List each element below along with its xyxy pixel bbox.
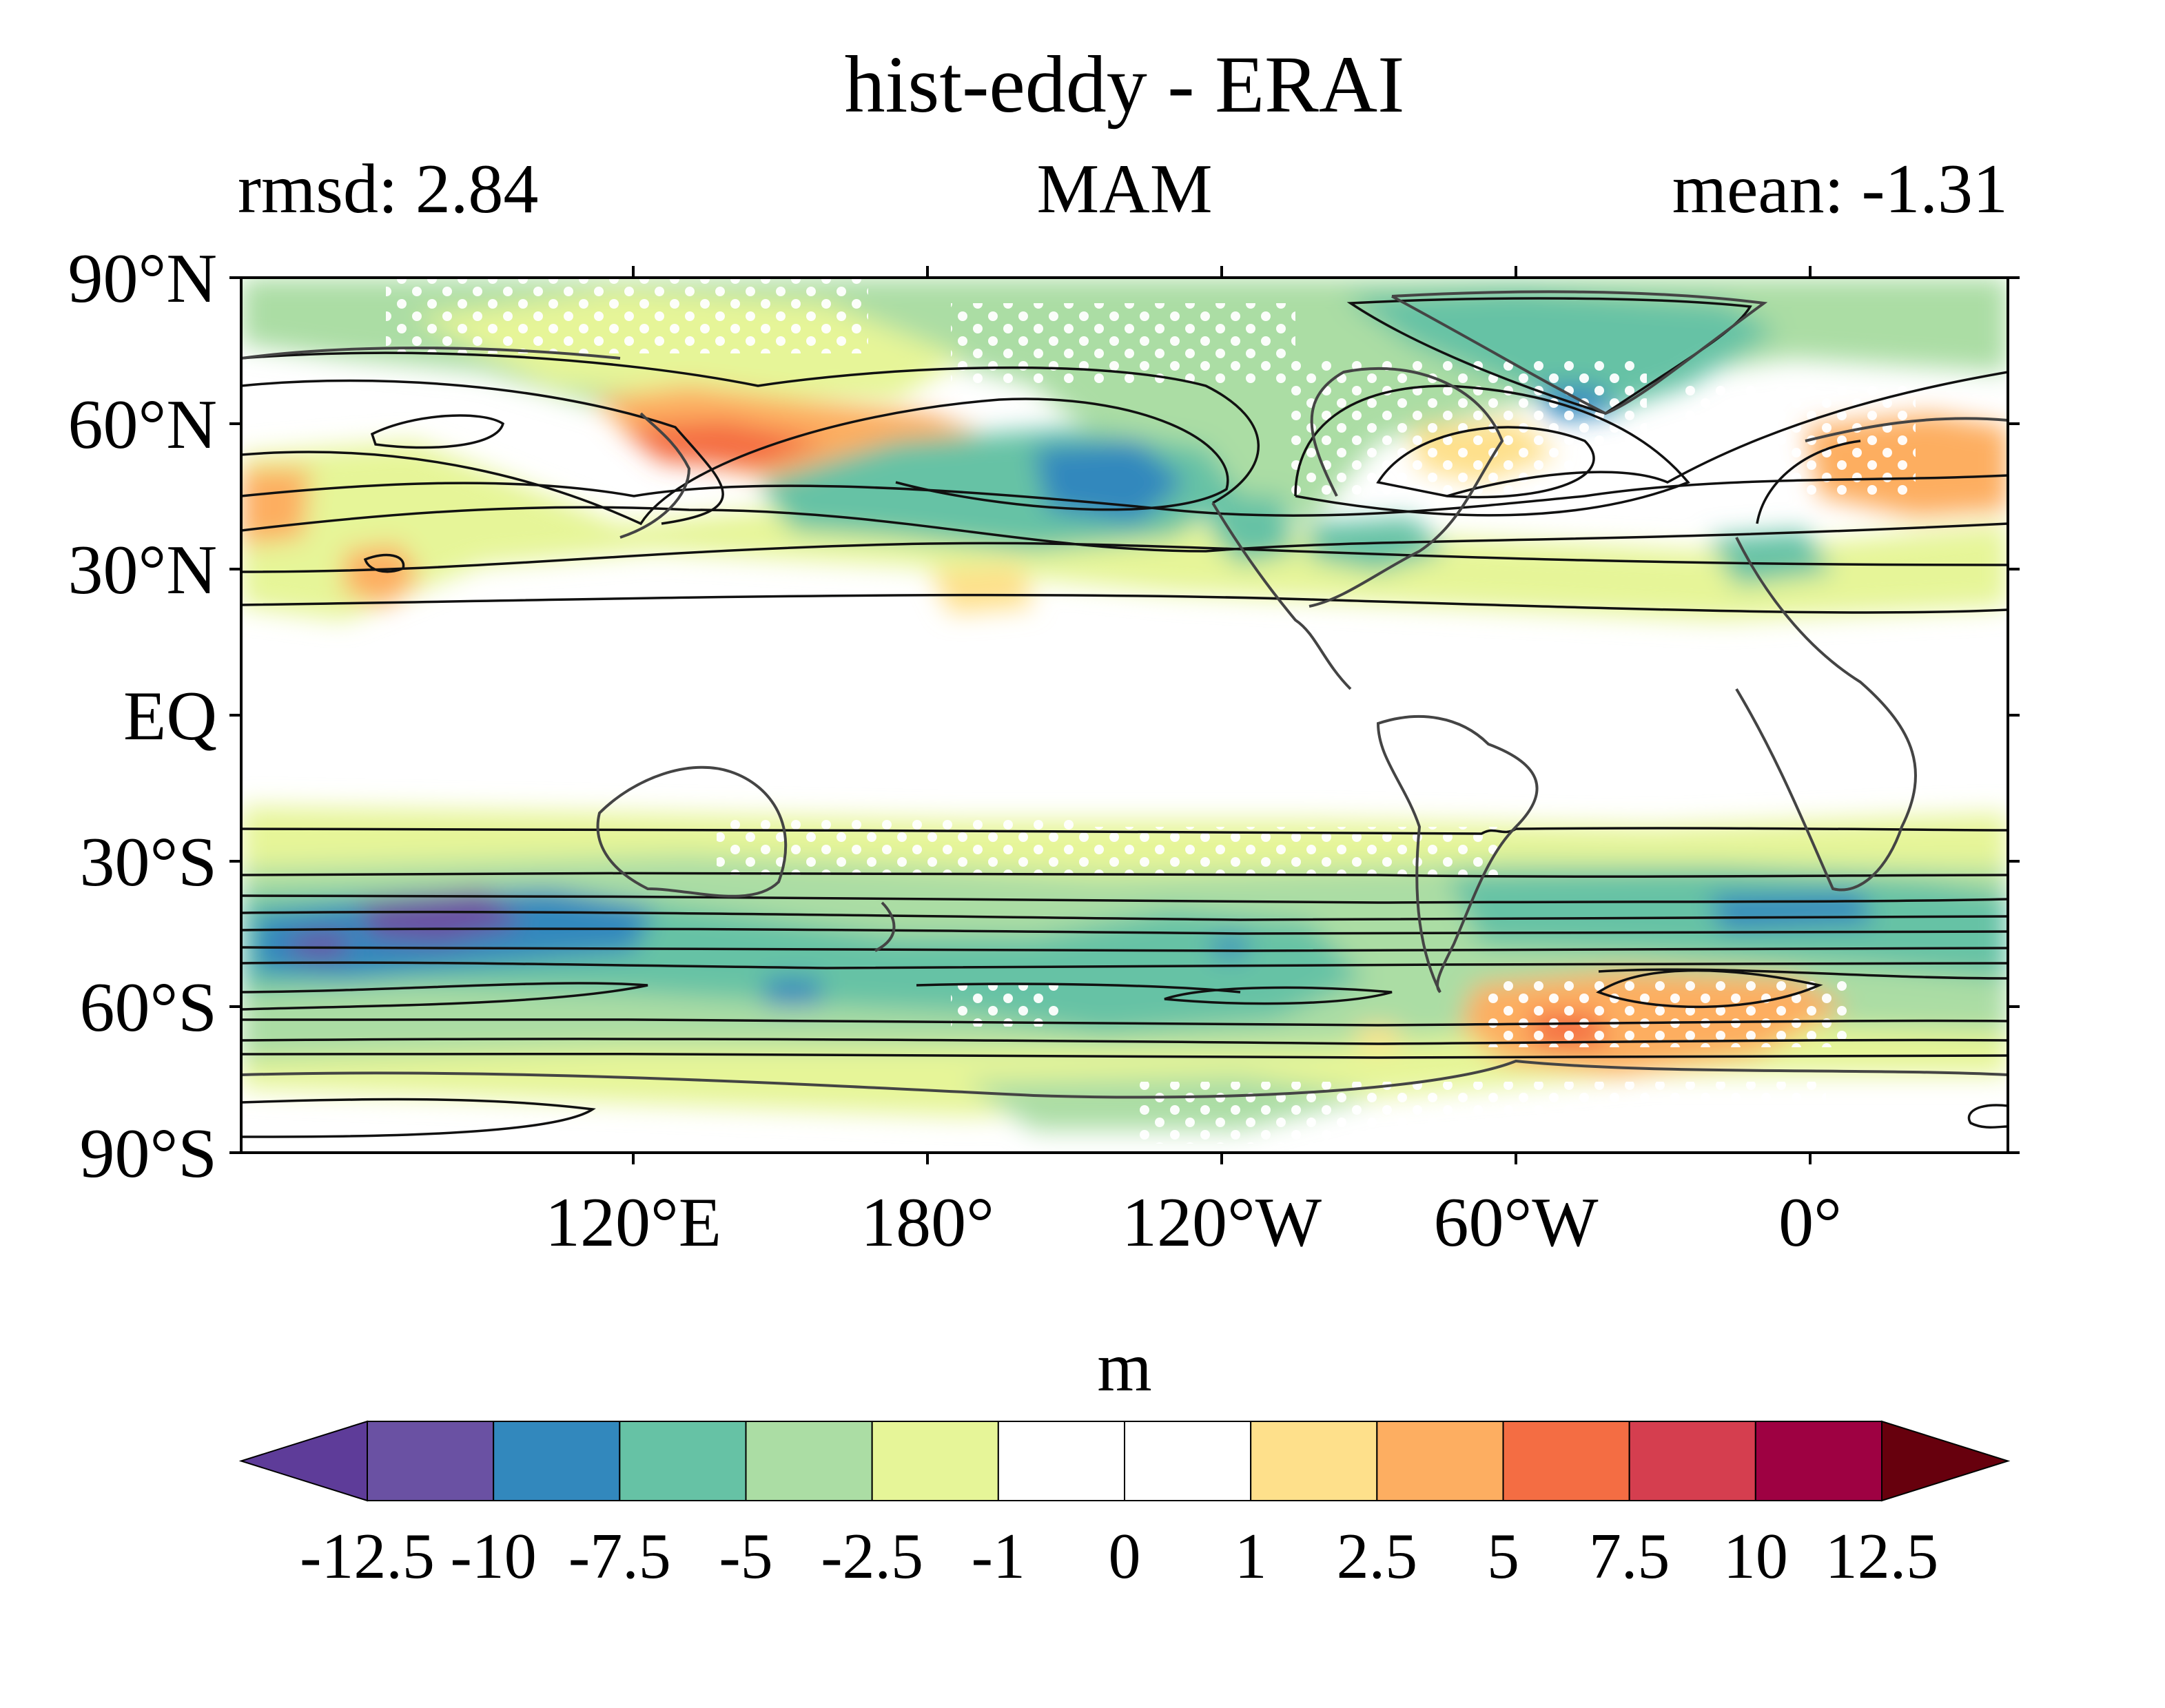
colorbar-tick-label: -12.5 <box>300 1521 435 1592</box>
colorbar-unit: m <box>1097 1328 1151 1406</box>
colorbar-box <box>871 1421 999 1501</box>
contour-line <box>241 1038 2008 1045</box>
colorbar-box <box>1628 1421 1756 1501</box>
contour-line <box>241 827 2008 835</box>
lat-label: 90°S <box>79 1115 217 1193</box>
contour-line <box>241 982 648 1011</box>
contour-line <box>1376 426 1595 499</box>
antarctica-coast <box>241 1059 2008 1099</box>
africa-coast <box>1735 537 1917 892</box>
colorbar-box <box>997 1421 1126 1501</box>
colorbar-box <box>367 1421 495 1501</box>
coastlines <box>241 290 2008 1099</box>
contour-line <box>241 927 2008 935</box>
colorbar-box <box>745 1421 873 1501</box>
contour-line <box>241 872 2008 878</box>
contour-line <box>241 910 2008 921</box>
lat-label: 30°N <box>68 531 217 609</box>
rmsd-label: rmsd: 2.84 <box>238 150 538 228</box>
colorbar-box <box>1502 1421 1630 1501</box>
map-panel <box>241 278 2008 1153</box>
contour-line <box>241 542 2008 573</box>
contour-line <box>1967 1104 2008 1129</box>
colorbar-tick-label: 10 <box>1723 1521 1788 1592</box>
asia-north-coast <box>241 347 621 360</box>
lat-label: 60°S <box>79 969 217 1047</box>
contour-line <box>241 593 2008 614</box>
greenland-coast <box>1391 290 1768 415</box>
europe-coast <box>1805 417 2008 442</box>
contour-line <box>241 961 2008 969</box>
colorbar-box <box>619 1421 747 1501</box>
colorbar-tick-label: 1 <box>1235 1521 1267 1592</box>
lon-label: 180° <box>861 1184 994 1262</box>
lon-label: 60°W <box>1433 1184 1599 1262</box>
lon-ticks <box>632 266 1812 1164</box>
contour-line <box>1596 969 1823 1009</box>
colorbar-tick-labels: -12.5 -10 -7.5 -5 -2.5 -1 0 1 2.5 5 7.5 10 12.5 <box>300 1521 1938 1592</box>
colorbar-box <box>1376 1421 1504 1501</box>
colorbar-tick-label: 0 <box>1109 1521 1141 1592</box>
north-america-coast <box>1309 367 1504 608</box>
lon-label: 0° <box>1778 1184 1842 1262</box>
colorbar-extend-high <box>1881 1420 2011 1502</box>
colorbar-tick-label: 12.5 <box>1825 1521 1939 1592</box>
lon-axis-labels: 120°E 180° 120°W 60°W 0° <box>545 1184 1842 1262</box>
contour-line <box>241 379 724 525</box>
colorbar-tick-label: 7.5 <box>1589 1521 1670 1592</box>
colorbar-box <box>1754 1421 1882 1501</box>
north-america-west-coast <box>1211 502 1352 690</box>
contour-line <box>1598 968 2008 980</box>
contour-line <box>241 1098 596 1138</box>
colorbar <box>238 1420 2011 1502</box>
season-label: MAM <box>1036 150 1212 228</box>
lat-label: EQ <box>123 677 217 755</box>
australia-coast <box>596 765 788 898</box>
colorbar-tick-label: -7.5 <box>568 1521 671 1592</box>
south-america-coast <box>1376 715 1539 994</box>
contour-line <box>1756 440 1861 524</box>
colorbar-tick-label: 2.5 <box>1337 1521 1418 1592</box>
colorbar-box <box>1250 1421 1378 1501</box>
contour-line <box>241 351 1260 504</box>
colorbar-tick-label: 5 <box>1487 1521 1519 1592</box>
colorbar-tick-label: -10 <box>451 1521 537 1592</box>
colorbar-tick-label: -1 <box>972 1521 1025 1592</box>
contour-line <box>241 398 1229 526</box>
mean-label: mean: -1.31 <box>1672 150 2008 228</box>
contour-line <box>241 1052 2008 1059</box>
colorbar-tick-label: -5 <box>719 1521 772 1592</box>
colorbar-box <box>493 1421 621 1501</box>
contour-line <box>1446 371 2008 497</box>
lon-label: 120°E <box>545 1184 721 1262</box>
lat-label: 90°N <box>68 240 217 318</box>
plot-title: hist-eddy - ERAI <box>845 39 1405 130</box>
contour-line <box>1164 986 1393 1005</box>
new-zealand-coast <box>874 901 896 952</box>
lon-label: 120°W <box>1122 1184 1322 1262</box>
contour-line <box>1294 384 1690 517</box>
contour-line <box>241 506 2008 553</box>
contour-lines <box>241 297 2008 1138</box>
asia-east-coast <box>619 412 691 539</box>
contour-line <box>241 1018 2008 1027</box>
lat-label: 60°N <box>68 386 217 464</box>
contour-line <box>363 553 405 573</box>
colorbar-box <box>1124 1421 1252 1501</box>
colorbar-tick-label: -2.5 <box>821 1521 923 1592</box>
contour-line <box>241 894 2008 904</box>
contour-line <box>370 414 505 449</box>
lat-ticks <box>229 276 2020 1154</box>
colorbar-extend-low <box>238 1420 368 1502</box>
contour-line <box>916 982 1241 994</box>
lat-label: 30°S <box>79 823 217 901</box>
lat-axis-labels: 90°N 60°N 30°N EQ 30°S 60°S 90°S <box>68 240 217 1193</box>
